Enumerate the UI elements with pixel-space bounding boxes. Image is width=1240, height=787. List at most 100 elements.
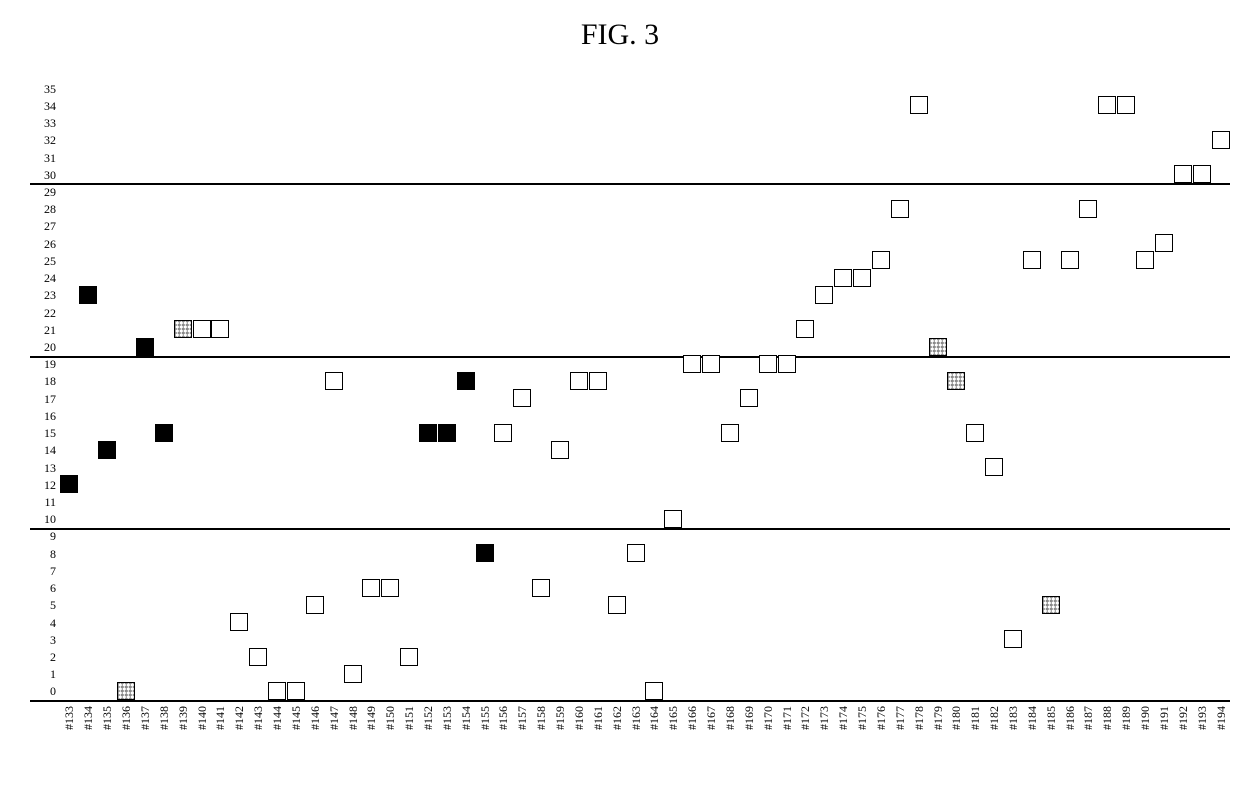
x-tick-label: #153	[441, 706, 453, 730]
data-marker	[1079, 200, 1097, 218]
x-tick-label: #141	[214, 706, 226, 730]
y-tick-label: 5	[30, 599, 56, 611]
data-marker	[815, 286, 833, 304]
x-tick-label: #190	[1139, 706, 1151, 730]
data-marker	[60, 475, 78, 493]
x-tick-label: #176	[875, 706, 887, 730]
data-marker	[853, 269, 871, 287]
x-tick-label: #148	[347, 706, 359, 730]
y-tick-label: 3	[30, 634, 56, 646]
x-tick-label: #162	[611, 706, 623, 730]
data-marker	[589, 372, 607, 390]
x-tick-label: #139	[177, 706, 189, 730]
x-tick-label: #173	[818, 706, 830, 730]
data-marker	[344, 665, 362, 683]
x-tick-label: #163	[630, 706, 642, 730]
data-marker	[513, 389, 531, 407]
data-marker	[1042, 596, 1060, 614]
y-tick-label: 13	[30, 462, 56, 474]
y-tick-label: 16	[30, 410, 56, 422]
y-tick-label: 20	[30, 341, 56, 353]
gridline	[30, 183, 1230, 185]
x-tick-label: #151	[403, 706, 415, 730]
data-marker	[1174, 165, 1192, 183]
data-marker	[419, 424, 437, 442]
data-marker	[117, 682, 135, 700]
x-tick-label: #168	[724, 706, 736, 730]
x-tick-label: #164	[648, 706, 660, 730]
x-tick-label: #180	[950, 706, 962, 730]
x-tick-label: #182	[988, 706, 1000, 730]
x-tick-label: #167	[705, 706, 717, 730]
y-tick-label: 22	[30, 307, 56, 319]
data-marker	[664, 510, 682, 528]
y-tick-label: 17	[30, 393, 56, 405]
x-tick-label: #157	[516, 706, 528, 730]
y-tick-label: 28	[30, 203, 56, 215]
x-tick-label: #159	[554, 706, 566, 730]
x-tick-label: #188	[1101, 706, 1113, 730]
y-tick-label: 31	[30, 152, 56, 164]
y-tick-label: 32	[30, 134, 56, 146]
y-tick-label: 21	[30, 324, 56, 336]
x-tick-label: #137	[139, 706, 151, 730]
x-axis-line	[30, 700, 1230, 702]
y-tick-label: 30	[30, 169, 56, 181]
y-tick-label: 33	[30, 117, 56, 129]
data-marker	[1155, 234, 1173, 252]
y-tick-label: 12	[30, 479, 56, 491]
y-tick-label: 35	[30, 83, 56, 95]
figure-container: FIG. 3 012345678910111213141516171819202…	[0, 0, 1240, 787]
data-marker	[438, 424, 456, 442]
y-tick-label: 18	[30, 375, 56, 387]
y-tick-label: 14	[30, 444, 56, 456]
x-tick-label: #170	[762, 706, 774, 730]
y-tick-label: 10	[30, 513, 56, 525]
x-tick-label: #160	[573, 706, 585, 730]
y-tick-label: 19	[30, 358, 56, 370]
data-marker	[834, 269, 852, 287]
data-marker	[1212, 131, 1230, 149]
data-marker	[249, 648, 267, 666]
x-tick-label: #140	[196, 706, 208, 730]
data-marker	[306, 596, 324, 614]
x-tick-label: #171	[781, 706, 793, 730]
data-marker	[1117, 96, 1135, 114]
y-tick-label: 26	[30, 238, 56, 250]
data-marker	[532, 579, 550, 597]
y-tick-label: 11	[30, 496, 56, 508]
x-tick-label: #154	[460, 706, 472, 730]
data-marker	[1098, 96, 1116, 114]
data-marker	[79, 286, 97, 304]
y-tick-label: 34	[30, 100, 56, 112]
x-tick-label: #174	[837, 706, 849, 730]
data-marker	[683, 355, 701, 373]
y-tick-label: 2	[30, 651, 56, 663]
y-tick-label: 7	[30, 565, 56, 577]
data-marker	[929, 338, 947, 356]
x-tick-label: #133	[63, 706, 75, 730]
data-marker	[985, 458, 1003, 476]
data-marker	[1004, 630, 1022, 648]
data-marker	[494, 424, 512, 442]
x-tick-label: #194	[1215, 706, 1227, 730]
x-tick-label: #181	[969, 706, 981, 730]
x-tick-label: #155	[479, 706, 491, 730]
y-tick-label: 27	[30, 220, 56, 232]
data-marker	[211, 320, 229, 338]
x-tick-label: #156	[497, 706, 509, 730]
x-tick-label: #183	[1007, 706, 1019, 730]
data-marker	[796, 320, 814, 338]
x-tick-label: #175	[856, 706, 868, 730]
data-marker	[702, 355, 720, 373]
data-marker	[268, 682, 286, 700]
x-tick-label: #191	[1158, 706, 1170, 730]
data-marker	[627, 544, 645, 562]
y-tick-label: 8	[30, 548, 56, 560]
data-marker	[155, 424, 173, 442]
x-tick-label: #150	[384, 706, 396, 730]
data-marker	[287, 682, 305, 700]
x-tick-label: #152	[422, 706, 434, 730]
data-marker	[551, 441, 569, 459]
x-tick-label: #165	[667, 706, 679, 730]
